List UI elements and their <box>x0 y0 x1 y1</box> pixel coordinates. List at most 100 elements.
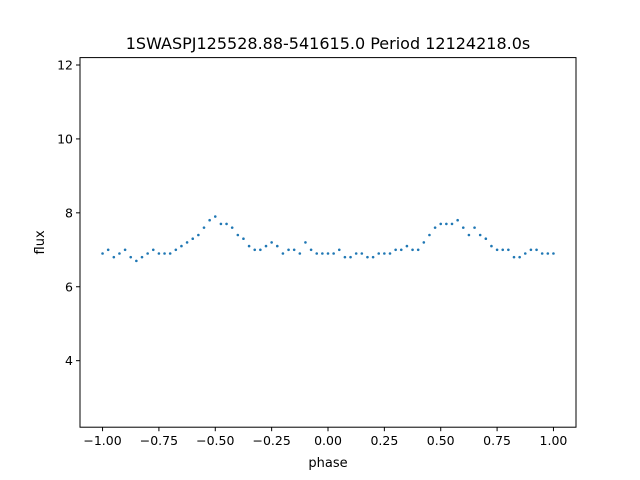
data-point <box>411 248 414 252</box>
data-point <box>197 233 200 237</box>
data-point <box>478 233 482 237</box>
data-point <box>394 248 397 252</box>
y-tick-label: 8 <box>65 205 73 220</box>
data-point <box>191 237 195 240</box>
data-point <box>512 255 516 259</box>
data-point <box>540 252 544 255</box>
data-point <box>281 252 285 255</box>
data-point <box>501 248 505 252</box>
data-point <box>253 248 257 252</box>
data-point <box>383 252 386 255</box>
data-point <box>366 255 369 259</box>
data-point <box>445 222 448 226</box>
data-point <box>546 252 550 255</box>
x-tick-label: −1.00 <box>83 433 121 448</box>
x-tick-label: −0.25 <box>252 433 290 448</box>
data-point <box>439 222 443 226</box>
data-point <box>247 244 251 248</box>
data-point <box>180 244 183 248</box>
y-tick-label: 10 <box>57 131 73 146</box>
data-point <box>129 255 133 259</box>
data-point <box>123 248 127 252</box>
x-tick-label: 0.50 <box>427 433 455 448</box>
data-point <box>354 252 358 255</box>
data-point <box>185 241 189 244</box>
data-point <box>343 255 347 259</box>
data-point <box>225 222 228 226</box>
y-axis-ticks: 4 6 8 10 12 <box>57 57 80 368</box>
data-point <box>230 226 234 229</box>
data-point <box>495 248 499 252</box>
data-point <box>304 241 307 244</box>
data-point <box>135 259 138 263</box>
data-point <box>219 222 223 226</box>
data-point <box>535 248 538 252</box>
data-point <box>416 248 420 252</box>
data-point <box>529 248 533 252</box>
data-point <box>337 248 341 252</box>
data-point <box>298 252 302 255</box>
data-point <box>151 248 155 252</box>
x-tick-label: 0.00 <box>314 433 342 448</box>
data-point <box>287 248 290 252</box>
data-point <box>490 244 493 248</box>
y-tick-label: 12 <box>57 57 73 72</box>
x-tick-label: 1.00 <box>540 433 568 448</box>
data-point <box>467 233 471 237</box>
data-point <box>388 252 392 255</box>
data-point <box>428 233 431 237</box>
data-point <box>349 255 352 259</box>
data-point <box>140 255 144 259</box>
y-axis-label: flux <box>33 230 48 254</box>
data-point <box>101 252 104 255</box>
data-point <box>213 215 217 218</box>
data-point <box>163 252 166 255</box>
data-point <box>371 255 375 259</box>
data-point <box>242 237 245 240</box>
data-point <box>332 252 335 255</box>
x-tick-label: 0.75 <box>483 433 511 448</box>
data-point <box>450 222 454 226</box>
data-point <box>202 226 206 229</box>
x-axis-label: phase <box>308 456 347 471</box>
data-point <box>309 248 313 252</box>
data-point <box>270 241 273 244</box>
data-point <box>433 226 437 229</box>
x-tick-label: 0.25 <box>370 433 398 448</box>
data-point <box>236 233 240 237</box>
chart-title: 1SWASPJ125528.88-541615.0 Period 1212421… <box>126 34 531 53</box>
x-tick-label: −0.50 <box>196 433 234 448</box>
data-point <box>518 255 521 259</box>
data-point <box>259 248 262 252</box>
data-point <box>146 252 149 255</box>
y-tick-label: 4 <box>65 353 73 368</box>
data-point <box>168 252 172 255</box>
data-point <box>208 218 211 222</box>
data-point <box>507 248 510 252</box>
scatter-points <box>101 215 555 263</box>
data-point <box>315 252 319 255</box>
data-point <box>174 248 178 252</box>
data-point <box>523 252 527 255</box>
data-point <box>106 248 110 252</box>
data-point <box>377 252 381 255</box>
data-point <box>326 252 330 255</box>
data-point <box>275 244 279 248</box>
data-point <box>484 237 488 240</box>
data-point <box>360 252 364 255</box>
data-point <box>461 226 465 229</box>
data-point <box>399 248 403 252</box>
data-point <box>422 241 426 244</box>
data-point <box>112 255 116 259</box>
data-point <box>118 252 121 255</box>
data-point <box>552 252 555 255</box>
data-point <box>292 248 296 252</box>
data-point <box>456 218 459 222</box>
data-point <box>264 244 268 248</box>
data-point <box>473 226 476 229</box>
data-point <box>157 252 161 255</box>
x-axis-ticks: −1.00 −0.75 −0.50 −0.25 0.00 0.25 0.50 0.75 1.00 <box>83 427 567 448</box>
